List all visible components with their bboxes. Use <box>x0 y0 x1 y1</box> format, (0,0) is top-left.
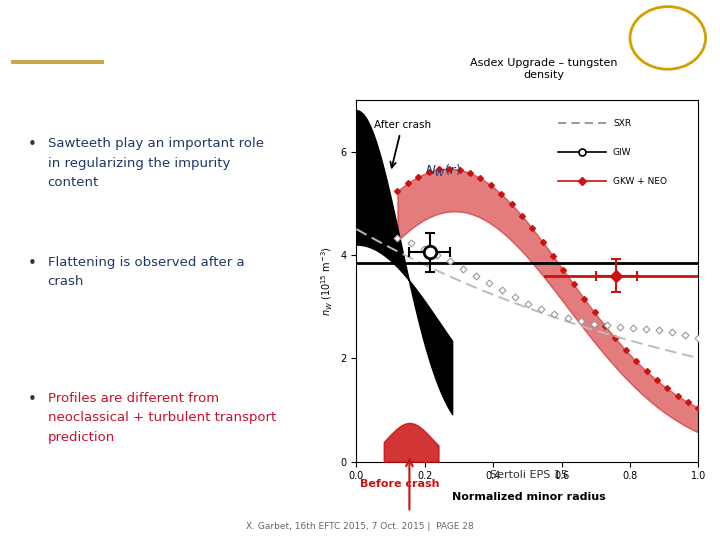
Text: Before crash: Before crash <box>360 479 439 489</box>
Text: •: • <box>27 137 37 152</box>
Text: X. Garbet, 16th EFTC 2015, 7 Oct. 2015 |  PAGE 28: X. Garbet, 16th EFTC 2015, 7 Oct. 2015 |… <box>246 522 474 531</box>
Text: GIW: GIW <box>613 148 631 157</box>
Text: Asdex Upgrade – tungsten
density: Asdex Upgrade – tungsten density <box>470 58 617 80</box>
Text: After crash: After crash <box>374 120 431 167</box>
Text: Normalized minor radius: Normalized minor radius <box>452 491 606 502</box>
Y-axis label: $n_W$ (10$^{15}$ m$^{-3}$): $n_W$ (10$^{15}$ m$^{-3}$) <box>320 246 335 315</box>
Text: Sawteeth play an important role
in regularizing the impurity
content: Sawteeth play an important role in regul… <box>48 137 264 189</box>
Text: GKW + NEO: GKW + NEO <box>613 177 667 186</box>
Text: SXR: SXR <box>613 119 631 128</box>
Text: Flattening is observed after a
crash: Flattening is observed after a crash <box>48 256 244 288</box>
Text: Sertoli EPS 15: Sertoli EPS 15 <box>490 470 568 480</box>
Text: irfm: irfm <box>650 30 685 45</box>
Text: cea: cea <box>13 18 81 52</box>
Text: DE LA RECHERCHE À L'INDUSTRIE: DE LA RECHERCHE À L'INDUSTRIE <box>16 7 99 12</box>
Text: •: • <box>27 256 37 271</box>
Text: Impact of sawteeth on impurity transport: Impact of sawteeth on impurity transport <box>151 30 609 49</box>
Text: $N_W(r)$: $N_W(r)$ <box>425 163 461 179</box>
Text: Profiles are different from
neoclassical + turbulent transport
prediction: Profiles are different from neoclassical… <box>48 392 276 443</box>
Text: •: • <box>27 392 37 407</box>
Bar <box>11 60 104 64</box>
